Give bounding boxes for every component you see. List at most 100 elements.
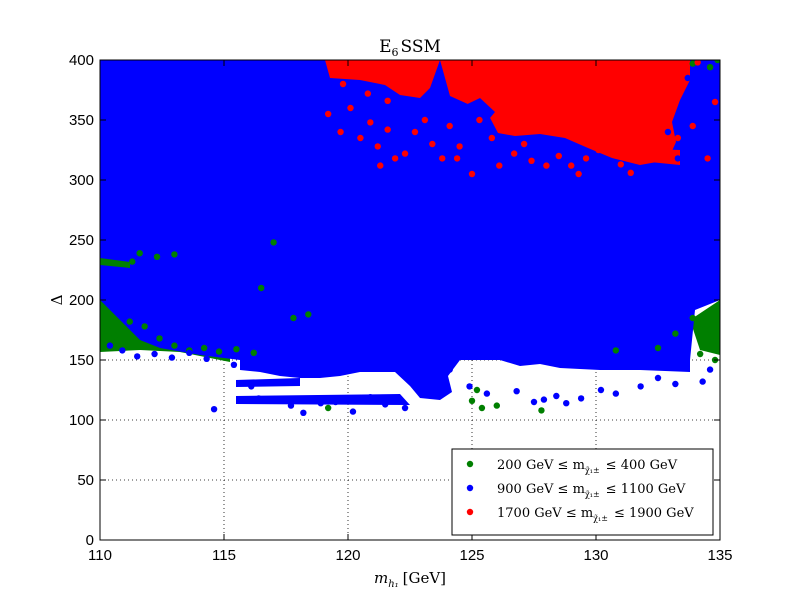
point-red: [582, 155, 590, 162]
point-red: [568, 162, 575, 169]
point-blue: [483, 390, 491, 397]
point-blue: [106, 342, 114, 349]
point-green: [104, 326, 111, 334]
point-green: [706, 326, 714, 334]
point-red: [384, 126, 391, 133]
point-red: [607, 140, 615, 148]
y-tick-label: 400: [69, 52, 94, 69]
y-tick-label: 200: [69, 292, 94, 309]
point-red: [627, 169, 634, 176]
point-green: [250, 349, 257, 356]
point-green: [258, 284, 265, 292]
point-green: [171, 251, 178, 258]
point-green: [324, 404, 332, 412]
point-blue: [446, 366, 453, 373]
point-red: [468, 170, 476, 178]
point-blue: [300, 409, 307, 416]
point-blue: [367, 394, 374, 401]
point-green: [290, 314, 297, 322]
legend-entry-red: 1700 GeV ≤ mχ̃₁± ≤ 1900 GeV: [466, 506, 694, 523]
point-green: [478, 404, 486, 412]
point-red: [543, 162, 550, 169]
x-tick-label: 130: [583, 547, 608, 564]
point-blue: [119, 347, 126, 354]
legend-label-red: 1700 GeV ≤ mχ̃₁± ≤ 1900 GeV: [497, 506, 694, 523]
point-green: [156, 335, 163, 342]
point-green: [215, 348, 223, 355]
point-red: [496, 162, 503, 169]
point-blue: [230, 361, 238, 368]
point-red: [421, 116, 429, 124]
point-blue: [674, 155, 682, 162]
point-green: [126, 318, 133, 325]
point-green: [714, 308, 720, 316]
x-tick-label: 110: [88, 547, 112, 564]
point-red: [677, 74, 684, 82]
point-red: [339, 80, 347, 88]
point-blue: [711, 104, 719, 112]
point-blue: [203, 355, 210, 362]
point-green: [233, 346, 240, 353]
point-red: [595, 146, 602, 154]
legend-entry-green: 200 GeV ≤ mχ̃₁± ≤ 400 GeV: [466, 458, 678, 475]
point-blue: [513, 388, 520, 395]
y-tick-label: 250: [69, 232, 94, 249]
point-blue: [151, 350, 158, 358]
point-red: [337, 128, 344, 136]
point-green: [136, 250, 143, 257]
point-blue: [694, 266, 701, 274]
point-green: [699, 320, 706, 328]
point-blue: [563, 400, 570, 407]
point-blue: [664, 128, 672, 136]
point-red: [689, 122, 696, 130]
point-green: [141, 323, 148, 330]
point-red: [694, 60, 701, 66]
legend-label-blue: 900 GeV ≤ mχ̃₁± ≤ 1100 GeV: [497, 482, 686, 499]
point-blue: [134, 353, 141, 360]
point-green: [709, 338, 716, 346]
point-green: [689, 60, 696, 67]
point-green: [468, 397, 476, 404]
point-blue: [553, 392, 560, 400]
point-red: [401, 150, 409, 157]
point-red: [439, 155, 446, 162]
point-blue: [684, 74, 691, 82]
blue-cloud-tail: [236, 394, 410, 405]
point-green: [538, 407, 545, 414]
point-blue: [267, 397, 275, 404]
red-cloud-tail: [625, 148, 680, 165]
point-red: [394, 72, 401, 79]
legend-marker-red: [466, 508, 474, 516]
green-band-left: [100, 258, 130, 268]
point-green: [473, 386, 481, 394]
point-blue: [672, 380, 679, 388]
point-green: [171, 342, 178, 349]
y-tick-label: 350: [69, 112, 94, 129]
point-green: [493, 402, 500, 409]
point-green: [706, 63, 714, 71]
point-blue: [577, 395, 585, 402]
point-green: [153, 253, 161, 260]
point-green: [672, 330, 679, 337]
point-blue: [654, 374, 662, 382]
scatter-points: [104, 60, 720, 416]
blue-cloud-main: [100, 60, 720, 400]
point-green: [696, 350, 704, 358]
point-red: [377, 162, 384, 169]
legend-marker-blue: [466, 484, 474, 492]
y-tick-label: 0: [86, 532, 94, 549]
point-red: [575, 170, 582, 178]
y-tick-label: 300: [69, 172, 94, 189]
legend-entry-blue: 900 GeV ≤ mχ̃₁± ≤ 1100 GeV: [466, 482, 686, 499]
point-blue: [540, 396, 548, 403]
y-tick-label: 50: [77, 472, 94, 489]
point-blue: [382, 401, 389, 408]
point-blue: [210, 406, 218, 413]
point-red: [453, 155, 461, 162]
point-blue: [637, 383, 644, 390]
point-blue: [287, 402, 295, 409]
y-axis-label: Δ: [48, 294, 66, 305]
point-red: [711, 98, 719, 106]
scatter-density-layer: [100, 60, 720, 405]
